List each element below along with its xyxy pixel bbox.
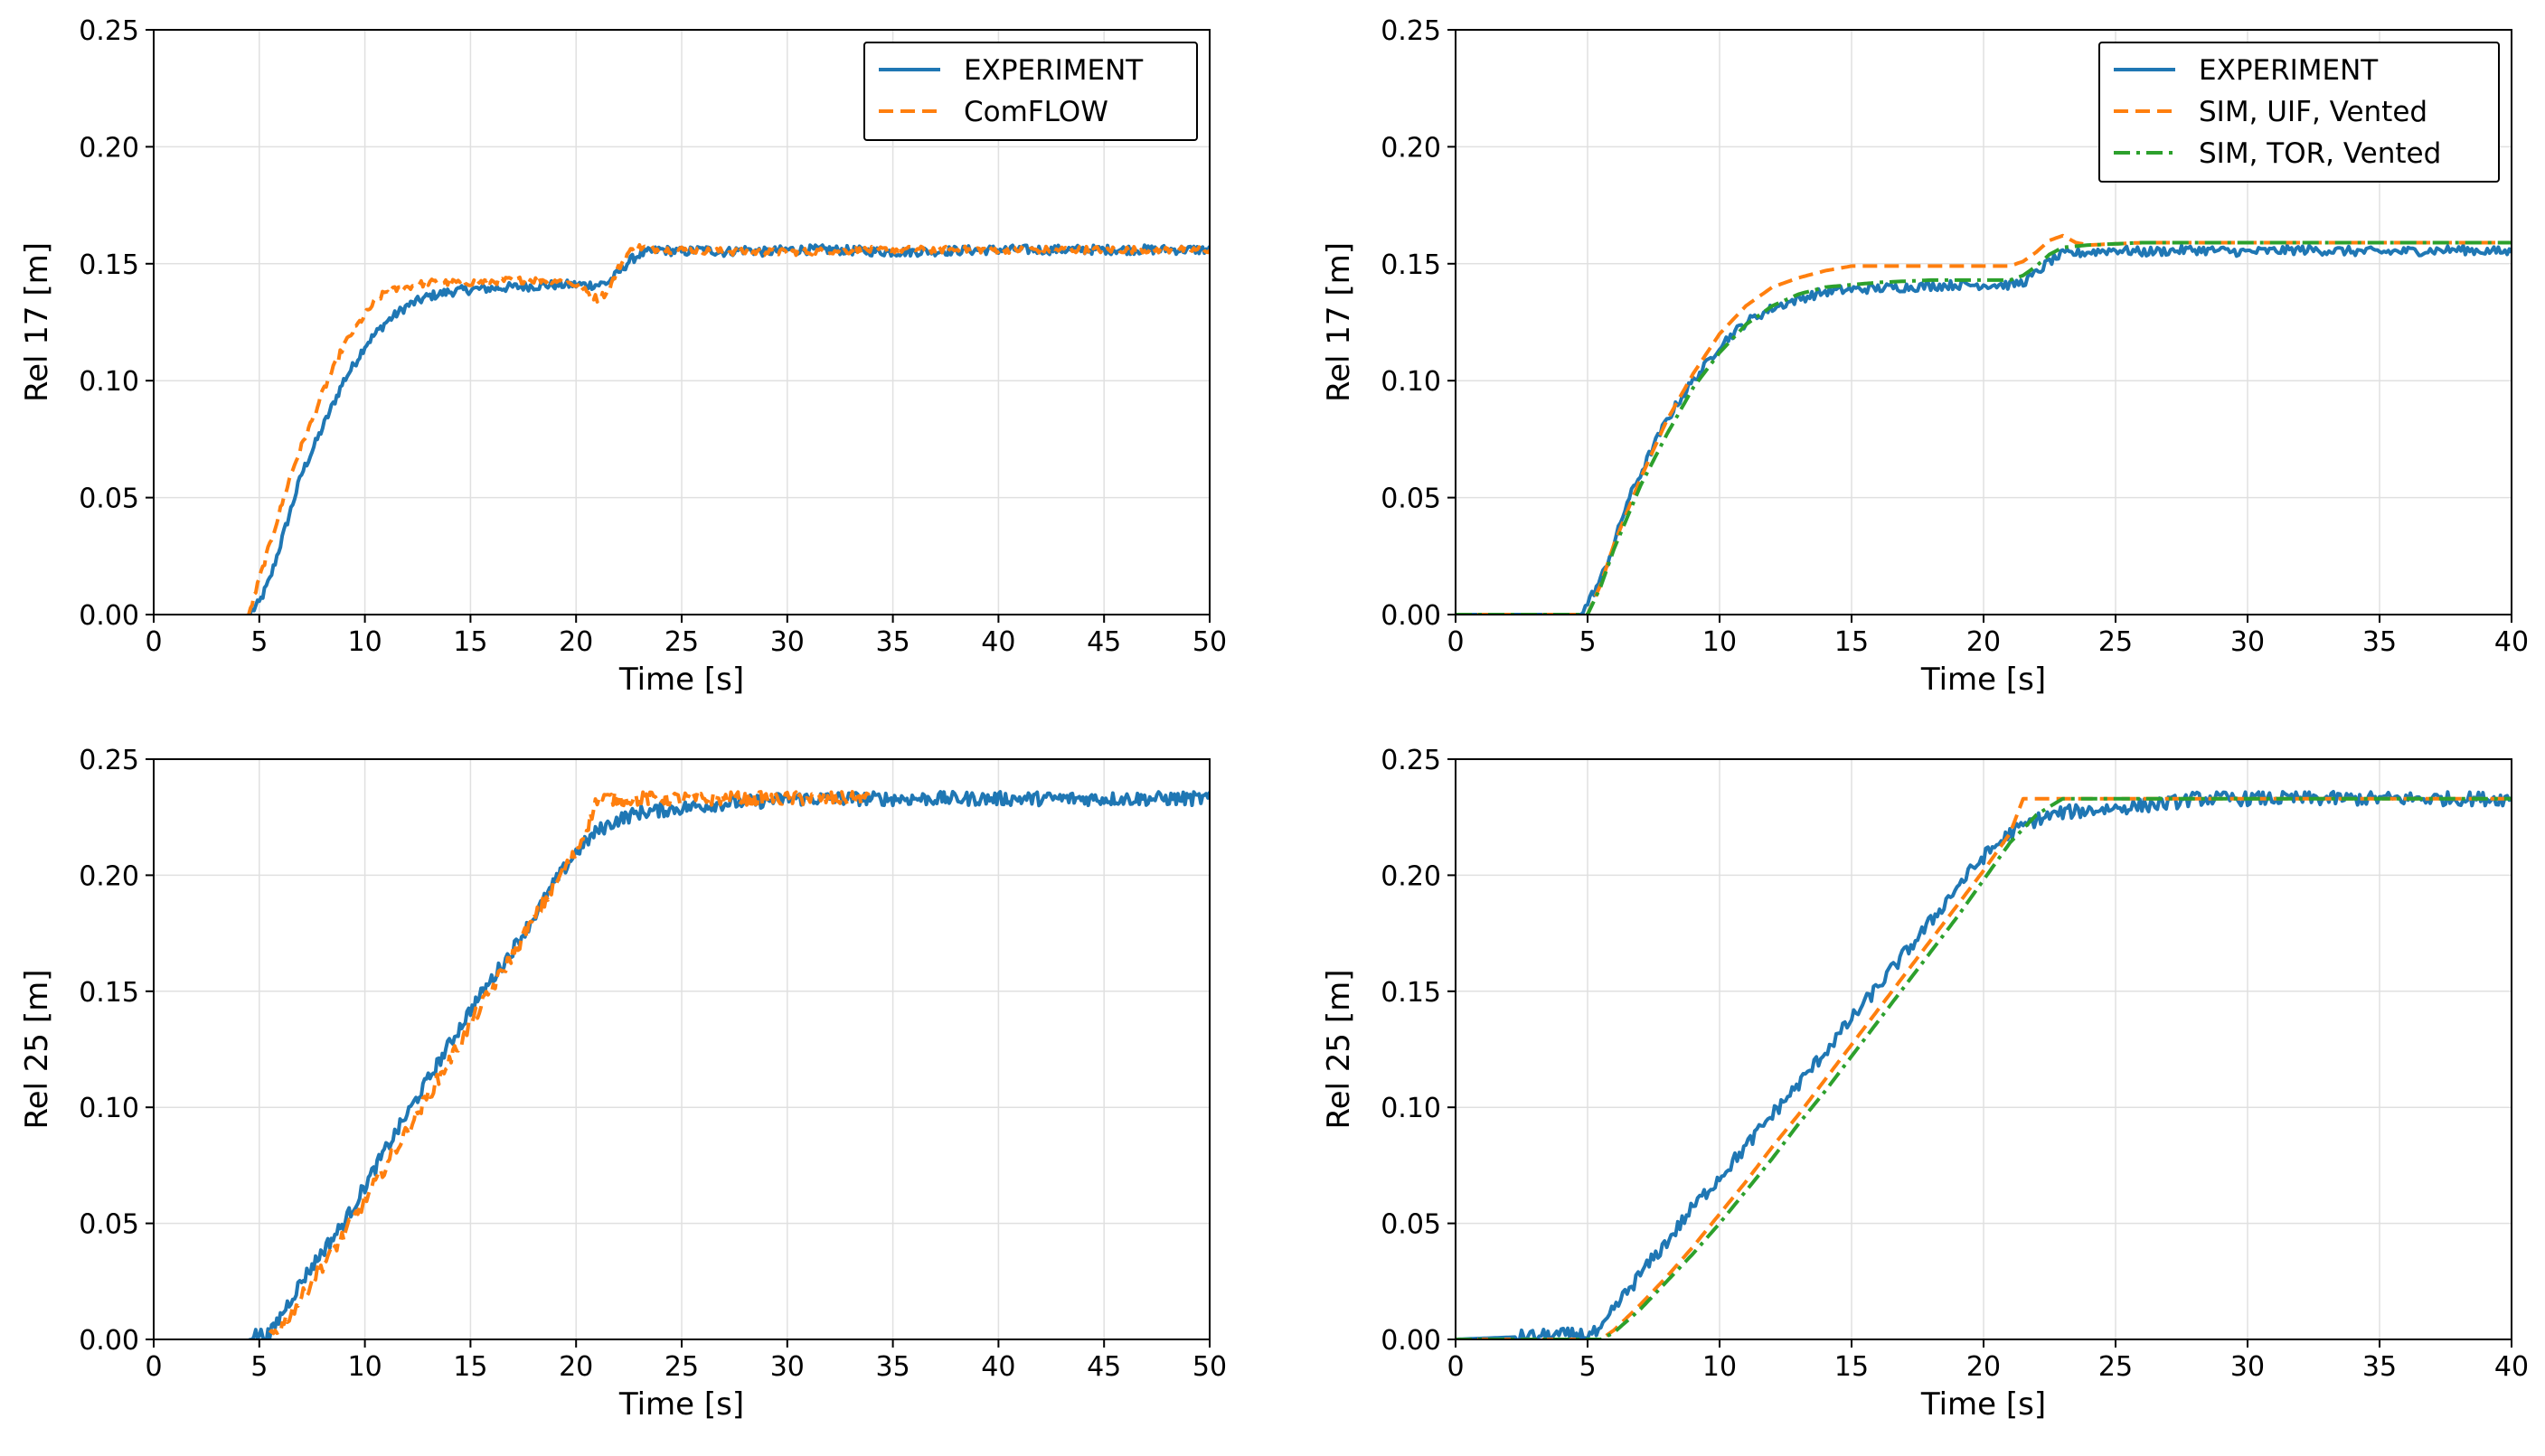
y-tick-label: 0.20	[1381, 860, 1441, 892]
y-tick-label: 0.20	[79, 860, 139, 892]
y-tick-label: 0.25	[79, 15, 139, 47]
y-axis-label: Rel 25 [m]	[19, 970, 55, 1130]
x-tick-label: 50	[1192, 626, 1227, 658]
y-tick-label: 0.10	[1381, 366, 1441, 398]
x-tick-label: 50	[1192, 1351, 1227, 1383]
y-tick-label: 0.20	[79, 132, 139, 164]
legend-box	[863, 42, 1198, 141]
y-axis-label: Rel 17 [m]	[19, 242, 55, 402]
series-line-experiment	[1456, 790, 2512, 1339]
y-tick-label: 0.15	[1381, 249, 1441, 281]
x-tick-label: 40	[2494, 1351, 2529, 1383]
legend-label: EXPERIMENT	[2199, 54, 2379, 87]
y-tick-label: 0.05	[79, 1209, 139, 1241]
chart-panel-2: 0 5 10 15 20 25 30 35 40 0.00 0.05 0.10 0.15 0.20 0.25…	[1321, 15, 2529, 698]
legend-label: SIM, TOR, Vented	[2199, 137, 2441, 170]
x-tick-label: 35	[876, 1351, 910, 1383]
y-tick-label: 0.15	[79, 249, 139, 281]
y-tick-label: 0.25	[1381, 15, 1441, 47]
series-line-experiment	[1456, 243, 2512, 615]
x-tick-label: 25	[665, 626, 699, 658]
x-axis-label: Time [s]	[1920, 1386, 2046, 1423]
x-tick-label: 35	[876, 626, 910, 658]
x-tick-label: 5	[250, 1351, 268, 1383]
x-tick-label: 35	[2362, 1351, 2397, 1383]
x-tick-label: 10	[348, 626, 382, 658]
y-axis-label: Rel 17 [m]	[1321, 242, 1357, 402]
y-tick-label: 0.15	[79, 977, 139, 1009]
x-tick-label: 25	[665, 1351, 699, 1383]
legend-label: EXPERIMENT	[964, 54, 1144, 87]
x-tick-label: 25	[2098, 626, 2133, 658]
x-tick-label: 0	[145, 626, 162, 658]
x-tick-label: 15	[453, 626, 487, 658]
y-tick-label: 0.20	[1381, 132, 1441, 164]
series-line-sim-tor-vented	[1456, 240, 2512, 615]
y-tick-label: 0.10	[79, 366, 139, 398]
x-tick-label: 5	[250, 626, 268, 658]
x-tick-label: 20	[559, 626, 593, 658]
y-tick-label: 0.10	[1381, 1093, 1441, 1124]
x-tick-label: 0	[1447, 626, 1464, 658]
x-tick-label: 40	[2494, 626, 2529, 658]
y-tick-label: 0.15	[1381, 977, 1441, 1009]
x-tick-label: 40	[981, 626, 1015, 658]
legend: EXPERIMENT ComFLOW	[863, 42, 1198, 141]
y-tick-label: 0.00	[1381, 1325, 1441, 1357]
legend-label: ComFLOW	[964, 96, 1108, 128]
y-axis-label: Rel 25 [m]	[1321, 970, 1357, 1130]
x-tick-label: 10	[1702, 1351, 1737, 1383]
x-axis-label: Time [s]	[618, 662, 744, 698]
legend: EXPERIMENT SIM, UIF, Vented SIM, TOR, Vent…	[2098, 42, 2500, 183]
x-axis-label: Time [s]	[1920, 662, 2046, 698]
legend-label: SIM, UIF, Vented	[2199, 96, 2427, 128]
x-tick-label: 20	[1966, 1351, 2001, 1383]
x-tick-label: 30	[2230, 1351, 2265, 1383]
legend-box	[2098, 42, 2500, 183]
chart-panel-4: 0 5 10 15 20 25 30 35 40 0.00 0.05 0.10 0.15 0.20 0.25…	[1321, 745, 2529, 1423]
x-tick-label: 5	[1579, 626, 1596, 658]
x-tick-label: 30	[770, 626, 805, 658]
series-line-comflow	[247, 243, 1210, 615]
y-tick-label: 0.10	[79, 1093, 139, 1124]
y-tick-label: 0.25	[79, 745, 139, 776]
x-tick-label: 45	[1087, 626, 1121, 658]
y-tick-label: 0.00	[79, 1325, 139, 1357]
x-tick-label: 15	[1834, 1351, 1869, 1383]
y-tick-label: 0.05	[1381, 484, 1441, 515]
y-tick-label: 0.00	[79, 600, 139, 632]
x-tick-label: 0	[145, 1351, 162, 1383]
series-line-experiment	[247, 243, 1210, 615]
x-tick-label: 0	[1447, 1351, 1464, 1383]
x-axis-label: Time [s]	[618, 1386, 744, 1423]
x-tick-label: 30	[770, 1351, 805, 1383]
x-tick-label: 30	[2230, 626, 2265, 658]
x-tick-label: 20	[1966, 626, 2001, 658]
x-tick-label: 25	[2098, 1351, 2133, 1383]
x-tick-label: 10	[1702, 626, 1737, 658]
x-tick-label: 10	[348, 1351, 382, 1383]
x-tick-label: 40	[981, 1351, 1015, 1383]
y-tick-label: 0.05	[79, 484, 139, 515]
x-tick-label: 15	[1834, 626, 1869, 658]
x-tick-label: 5	[1579, 1351, 1596, 1383]
chart-panel-1: 0 5 10 15 20 25 30 35 40 45 50 0.00 0.05 0.10 0.15 0.20…	[19, 15, 1227, 698]
y-tick-label: 0.25	[1381, 745, 1441, 776]
x-tick-label: 45	[1087, 1351, 1121, 1383]
x-tick-label: 35	[2362, 626, 2397, 658]
y-tick-label: 0.05	[1381, 1209, 1441, 1241]
y-tick-label: 0.00	[1381, 600, 1441, 632]
x-tick-label: 20	[559, 1351, 593, 1383]
series-line-experiment	[248, 790, 1210, 1339]
series-line-comflow	[268, 790, 872, 1336]
series-line-sim-uif-vented	[1456, 796, 2512, 1339]
chart-panel-3: 0 5 10 15 20 25 30 35 40 45 50 0.00 0.05 0.10 0.15 0.20…	[19, 745, 1227, 1423]
x-tick-label: 15	[453, 1351, 487, 1383]
